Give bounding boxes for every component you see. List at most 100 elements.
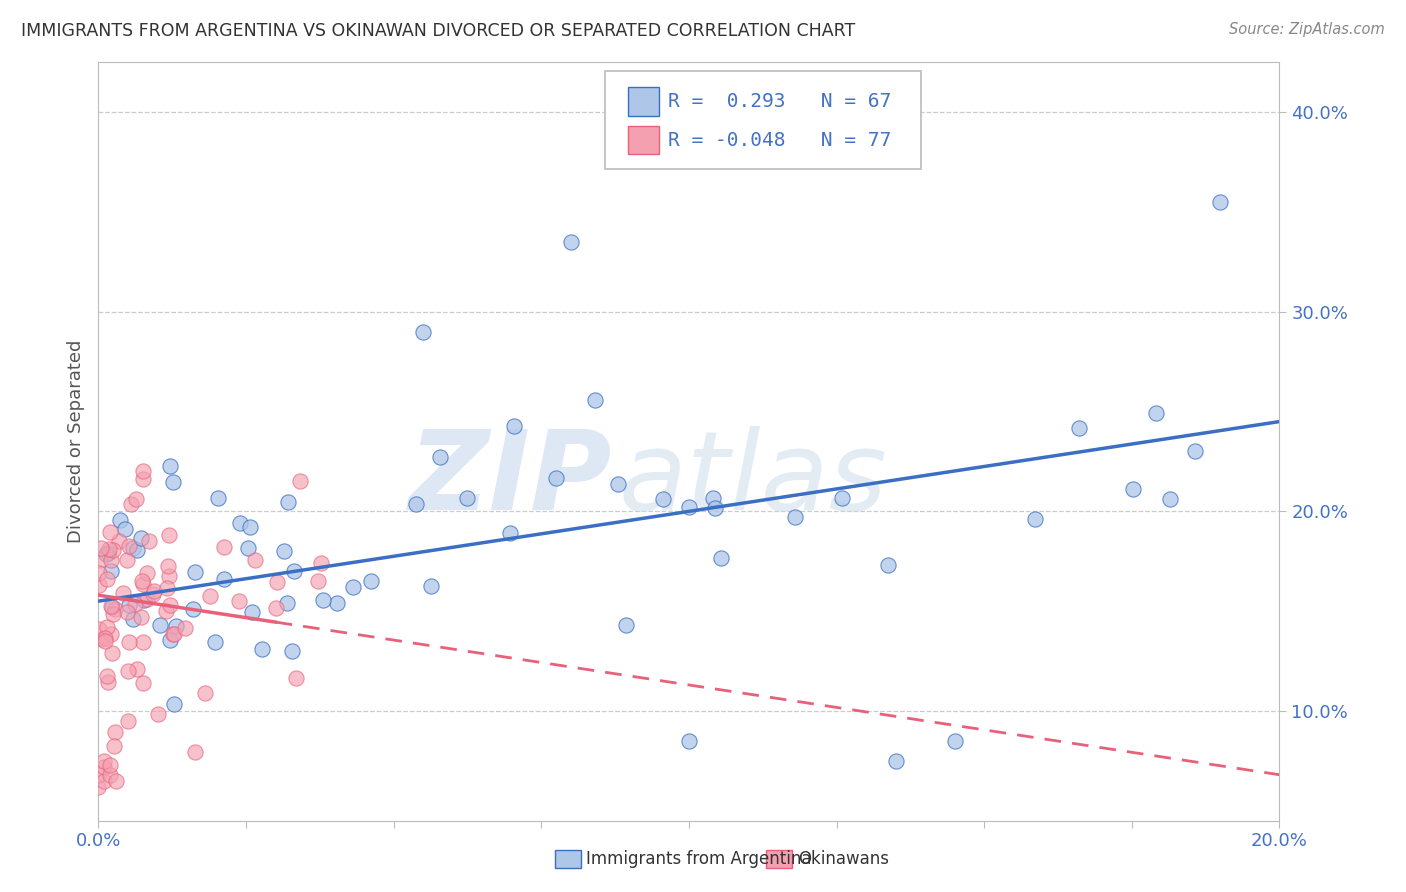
Point [136,566,159,581]
Point [276,595,298,609]
Point [122,612,145,626]
Point [1024,512,1046,526]
Point [124,597,146,611]
Point [678,500,700,514]
Point [200,589,222,603]
Point [138,533,160,548]
Point [1144,406,1167,420]
Point [98,768,121,782]
Point [1122,482,1144,496]
Point [285,671,308,685]
Point [125,543,148,558]
Point [607,477,630,491]
Point [90,632,112,646]
Point [240,606,263,620]
Point [94,631,117,645]
Point [583,392,606,407]
Point [412,325,434,339]
Point [420,579,443,593]
Point [89,553,111,567]
Point [97,674,120,689]
Point [264,601,287,615]
Point [1209,195,1232,210]
Point [149,618,172,632]
Point [651,491,673,506]
Point [93,773,115,788]
Point [325,596,347,610]
Point [87,780,110,794]
Point [146,706,169,721]
Text: Source: ZipAtlas.com: Source: ZipAtlas.com [1229,22,1385,37]
Point [250,642,273,657]
Point [288,474,311,488]
Point [100,599,122,613]
Point [98,541,121,556]
Point [207,491,229,505]
Point [162,475,184,489]
Point [162,697,184,711]
Point [159,527,181,541]
Point [678,734,700,748]
Point [1067,421,1090,435]
Point [136,592,159,607]
Point [283,564,305,578]
Point [228,594,250,608]
Point [124,492,146,507]
Text: R = -0.048   N = 77: R = -0.048 N = 77 [668,130,891,150]
Point [342,580,364,594]
Point [131,471,153,485]
Point [115,553,138,567]
Point [111,586,134,600]
Point [266,575,288,590]
Text: IMMIGRANTS FROM ARGENTINA VS OKINAWAN DIVORCED OR SEPARATED CORRELATION CHART: IMMIGRANTS FROM ARGENTINA VS OKINAWAN DI… [21,22,855,40]
Point [360,574,382,589]
Point [96,669,118,683]
Point [132,577,155,591]
Point [173,621,195,635]
Point [312,592,335,607]
Point [709,550,731,565]
Point [129,531,152,545]
Point [90,541,112,555]
Point [142,587,165,601]
Point [103,542,125,557]
Point [702,491,724,505]
Point [120,497,142,511]
Point [309,556,332,570]
Point [122,541,145,555]
Point [93,760,115,774]
Point [204,635,226,649]
Point [405,497,427,511]
Point [429,450,451,464]
Point [280,643,302,657]
Point [499,525,522,540]
Point [105,773,128,788]
Point [103,739,125,754]
Point [107,534,129,549]
Point [100,553,122,567]
Point [456,491,478,505]
Point [239,519,262,533]
Point [165,619,187,633]
Point [131,574,153,589]
Point [155,603,177,617]
Point [108,513,131,527]
Point [184,745,207,759]
Point [228,516,250,530]
Point [273,544,295,558]
Point [181,602,204,616]
Point [118,599,141,613]
Point [503,419,526,434]
Point [96,572,118,586]
Point [159,633,181,648]
Point [117,714,139,728]
Point [132,635,155,649]
Y-axis label: Divorced or Separated: Divorced or Separated [66,340,84,543]
Point [131,675,153,690]
Point [94,634,117,648]
Point [87,622,110,636]
Point [117,664,139,678]
Point [101,599,124,614]
Point [98,524,121,539]
Point [243,553,266,567]
